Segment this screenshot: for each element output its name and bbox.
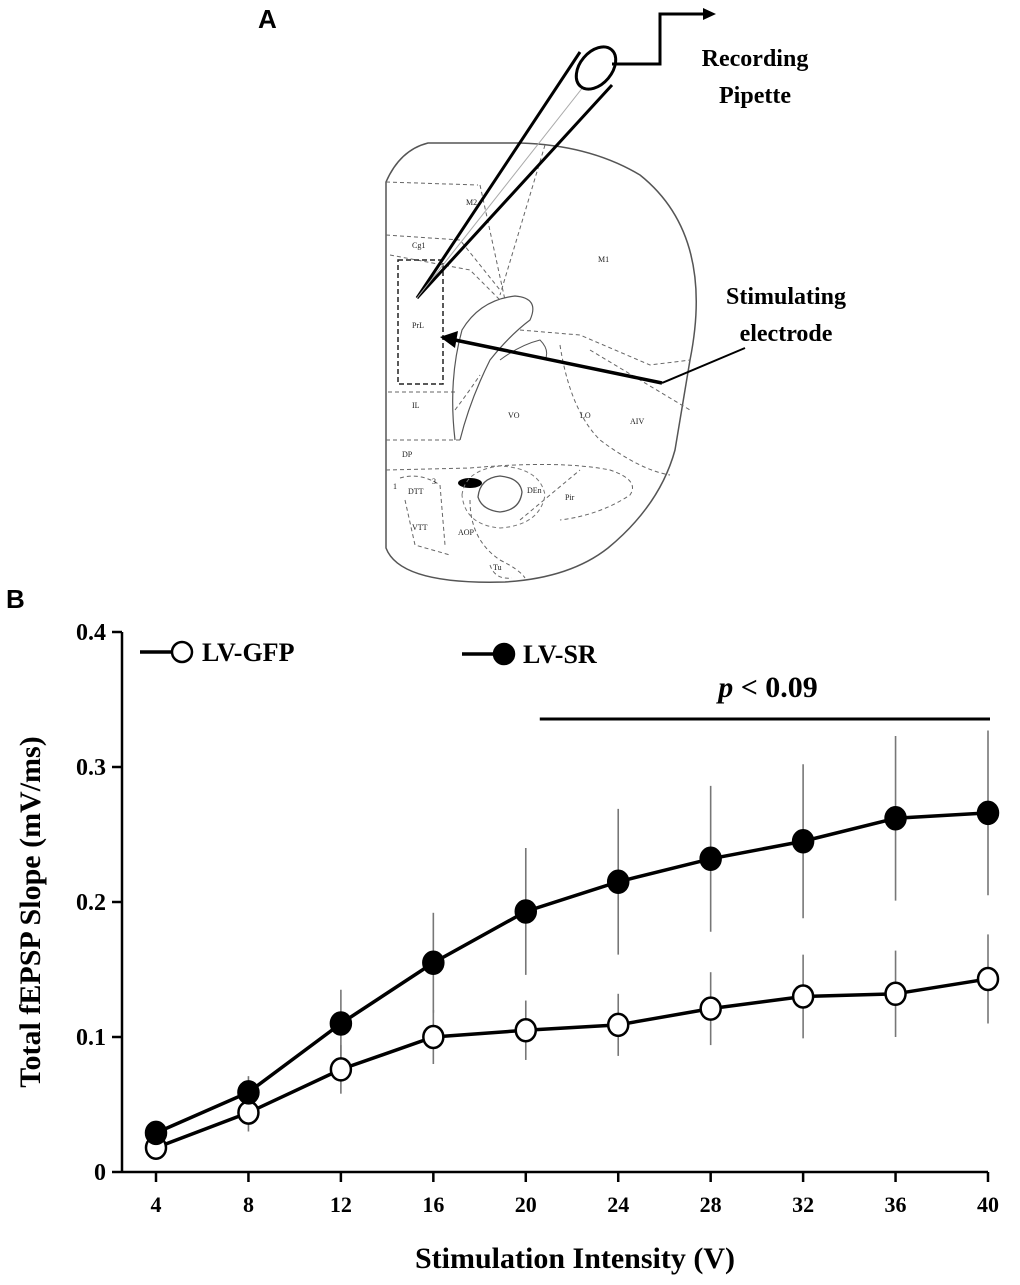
y-tick-label: 0.3 [76,755,106,781]
x-tick-label: 36 [885,1192,907,1217]
stimulating-label-2: electrode [740,321,833,347]
olfactory-ring [477,475,523,513]
series-line-lv-gfp [155,977,989,1150]
series-lv-gfp-points [144,966,1000,1160]
svg-text:M2: M2 [466,198,477,207]
x-tick-label: 40 [977,1192,999,1217]
svg-text:3: 3 [432,477,436,486]
svg-text:LO: LO [580,411,591,420]
data-point [791,829,815,854]
svg-text:IL: IL [412,401,420,410]
data-point [144,1120,168,1146]
svg-text:DTT: DTT [408,487,424,496]
data-point [329,1011,353,1036]
data-point [514,899,538,924]
recording-pipette [415,8,716,300]
y-tick-label: 0 [94,1160,106,1186]
y-tick-label: 0.2 [76,890,106,916]
series-layer [144,730,1000,1160]
panel-b-letter: B [6,584,25,614]
p-rest: < 0.09 [733,671,818,704]
data-point [606,1012,630,1038]
legend-marker-lv-sr [492,642,516,666]
p-symbol: p [715,671,733,704]
olfactory-ring-outer [461,465,546,529]
x-tick-label: 28 [700,1192,722,1217]
data-point [976,800,1000,826]
data-point [699,996,722,1021]
prl-box [397,259,444,385]
region-labels: M2 Cg1 M1 PrL IL VO LO AIV DP DTT VTT AO… [393,198,644,572]
data-point [884,981,907,1007]
data-point [237,1100,260,1125]
svg-text:DEn: DEn [527,486,542,495]
svg-text:M1: M1 [598,255,609,264]
y-tick-label: 0.4 [76,620,106,646]
region-borders [385,144,691,579]
x-tick-label: 16 [422,1192,444,1217]
y-axis-label: Total fEPSP Slope (mV/ms) [14,736,47,1087]
svg-text:VO: VO [508,411,520,420]
series-lv-gfp-errors [155,934,989,1156]
x-tick-label: 4 [151,1192,162,1217]
x-tick-label: 20 [515,1192,537,1217]
x-tick-label: 32 [792,1192,814,1217]
x-tick-label: 24 [607,1192,629,1217]
svg-text:PrL: PrL [412,321,424,330]
p-value-annotation: p < 0.09 [539,671,990,721]
data-point [884,806,907,831]
svg-text:1: 1 [393,482,397,491]
brain-slice-diagram: M2 Cg1 M1 PrL IL VO LO AIV DP DTT VTT AO… [385,8,846,583]
chart-legend: LV-GFP LV-SR [140,638,597,669]
x-tick-label: 8 [243,1192,254,1217]
svg-text:VTT: VTT [412,523,428,532]
stimulating-electrode [440,331,746,385]
data-point [237,1080,260,1105]
series-lv-sr-errors [155,730,989,1140]
x-tick-label: 12 [330,1192,352,1217]
ventricle-outline [452,295,534,441]
panel-a-letter: A [258,4,277,34]
data-point [422,1024,445,1050]
stimulating-label-1: Stimulating [726,284,846,310]
anterior-commissure [458,478,482,488]
series-line-lv-sr [155,811,989,1135]
y-tick-label: 0.1 [76,1025,106,1051]
data-point [699,846,722,872]
svg-text:AIV: AIV [630,417,644,426]
svg-text:DP: DP [402,450,413,459]
data-point [791,984,815,1009]
data-point [329,1057,353,1082]
svg-text:Pir: Pir [565,493,575,502]
p-value-text: p < 0.09 [715,671,818,704]
data-point [514,1018,538,1043]
recording-label-2: Pipette [719,83,791,109]
svg-text:Tu: Tu [493,563,502,572]
x-axis-label: Stimulation Intensity (V) [415,1242,735,1275]
legend-label-lv-sr: LV-SR [523,640,597,669]
legend-marker-lv-gfp [170,640,194,664]
series-lv-sr-points [144,800,1000,1146]
data-point [976,966,1000,992]
svg-text:AOP: AOP [458,528,475,537]
svg-text:Cg1: Cg1 [412,241,425,250]
data-point [422,950,445,975]
legend-label-lv-gfp: LV-GFP [202,638,295,667]
chart-axes: 0 0.1 0.2 0.3 0.4 4 8 12 16 20 24 28 32 36 40 [76,620,999,1217]
recording-label-1: Recording [702,46,809,72]
data-point [606,869,630,894]
